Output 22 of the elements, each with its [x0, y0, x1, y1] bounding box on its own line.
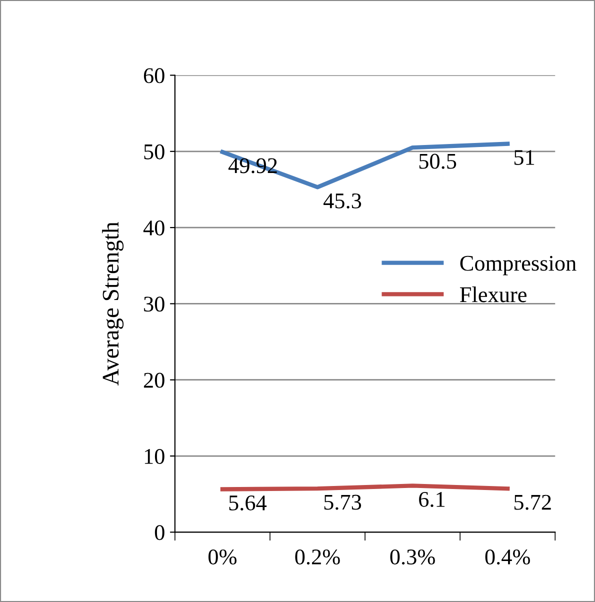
data-label: 5.73	[324, 494, 362, 510]
legend-label: Compression	[460, 256, 576, 276]
data-label: 50.5	[419, 154, 456, 169]
data-label: 5.72	[514, 494, 551, 510]
line-series	[220, 142, 510, 190]
data-label: 6.1	[419, 492, 445, 508]
y-tick-label: 0	[154, 525, 164, 540]
x-tick-label: 0.3%	[390, 549, 435, 565]
data-label: 51	[514, 150, 534, 165]
data-label: 5.64	[229, 495, 267, 511]
y-tick-label: 50	[144, 144, 164, 160]
y-axis-title: Average Strength	[102, 222, 124, 386]
x-tick-label: 0.2%	[295, 549, 340, 565]
x-tick-label: 0%	[208, 549, 237, 565]
legend-label: Flexure	[460, 286, 526, 302]
y-tick-label: 30	[144, 296, 164, 312]
y-tick-label: 10	[144, 448, 164, 464]
y-tick-label: 40	[143, 220, 164, 236]
y-tick-label: 60	[144, 68, 164, 84]
y-tick-label: 20	[144, 372, 164, 388]
x-tick-label: 0.4%	[485, 549, 530, 565]
data-label: 45.3	[323, 193, 362, 208]
